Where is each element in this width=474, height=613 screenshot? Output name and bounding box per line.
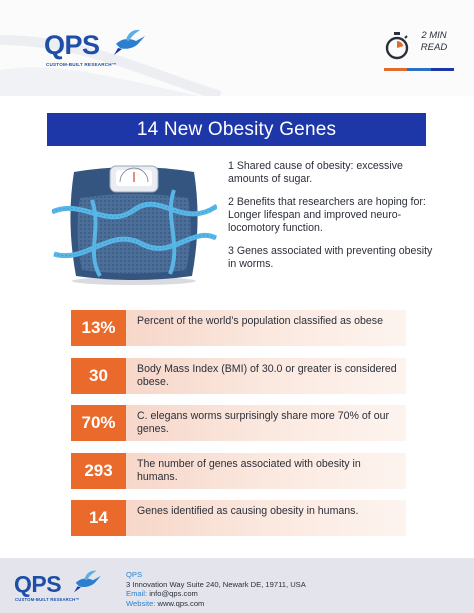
- stats-list: 13% Percent of the world’s population cl…: [71, 310, 406, 548]
- email-link[interactable]: info@qps.com: [149, 589, 198, 598]
- hummingbird-icon: [114, 29, 145, 55]
- website-label: Website:: [126, 598, 156, 608]
- logo-tagline: CUSTOM-BUILT RESEARCH™: [46, 62, 117, 67]
- footer-company: QPS: [126, 570, 143, 579]
- stat-description: C. elegans worms surprisingly share more…: [137, 410, 389, 435]
- stat-value: 70%: [71, 405, 126, 441]
- website-link[interactable]: www.qps.com: [157, 598, 205, 608]
- stat-value: 30: [71, 357, 126, 394]
- stat-row: 293 The number of genes associated with …: [71, 452, 406, 489]
- read-time-value: 2 MIN: [421, 30, 447, 41]
- stat-value: 13%: [71, 310, 126, 346]
- stat-description: Body Mass Index (BMI) of 30.0 or greater…: [137, 362, 397, 388]
- footer-logo-tagline: CUSTOM-BUILT RESEARCH™: [15, 597, 80, 602]
- bathroom-scale-icon: [52, 165, 217, 285]
- email-label: Email:: [126, 589, 148, 598]
- footer-logo-wordmark: QPS: [14, 571, 62, 597]
- header-swoosh-decoration: [0, 35, 222, 96]
- header: QPS CUSTOM-BUILT RESEARCH™ 2 MIN READ: [0, 0, 474, 96]
- footer-qps-logo[interactable]: QPS CUSTOM-BUILT RESEARCH™: [14, 570, 114, 605]
- stat-description: Percent of the world’s population classi…: [137, 315, 383, 327]
- footer-address: 3 Innovation Way Suite 240, Newark DE, 1…: [126, 579, 306, 589]
- page-title: 14 New Obesity Genes: [136, 118, 337, 140]
- stat-row: 70% C. elegans worms surprisingly share …: [71, 405, 406, 441]
- fact-item: 2 Benefits that researchers are hoping f…: [228, 196, 426, 234]
- stopwatch-icon: [385, 32, 409, 60]
- stat-row: 13% Percent of the world’s population cl…: [71, 310, 406, 346]
- read-time-underline: [384, 68, 454, 71]
- key-facts: 1 Shared cause of obesity: excessive amo…: [228, 160, 443, 281]
- fact-item: 3 Genes associated with preventing obesi…: [228, 245, 433, 270]
- fact-item: 1 Shared cause of obesity: excessive amo…: [228, 160, 403, 185]
- stat-value: 293: [71, 452, 126, 489]
- stat-description: The number of genes associated with obes…: [137, 457, 361, 483]
- hummingbird-icon: [74, 570, 101, 593]
- stat-row: 14 Genes identified as causing obesity i…: [71, 500, 406, 536]
- footer: QPS CUSTOM-BUILT RESEARCH™ QPS 3 Innovat…: [0, 558, 474, 613]
- logo-wordmark: QPS: [44, 30, 100, 60]
- stat-row: 30 Body Mass Index (BMI) of 30.0 or grea…: [71, 357, 406, 394]
- read-time-label: READ: [420, 42, 448, 53]
- stat-description: Genes identified as causing obesity in h…: [137, 505, 359, 517]
- title-banner: 14 New Obesity Genes: [47, 113, 426, 146]
- qps-logo[interactable]: QPS CUSTOM-BUILT RESEARCH™: [44, 29, 154, 74]
- read-time-badge: 2 MIN READ: [384, 28, 454, 64]
- stat-value: 14: [71, 500, 126, 536]
- contact-info: QPS 3 Innovation Way Suite 240, Newark D…: [126, 570, 306, 608]
